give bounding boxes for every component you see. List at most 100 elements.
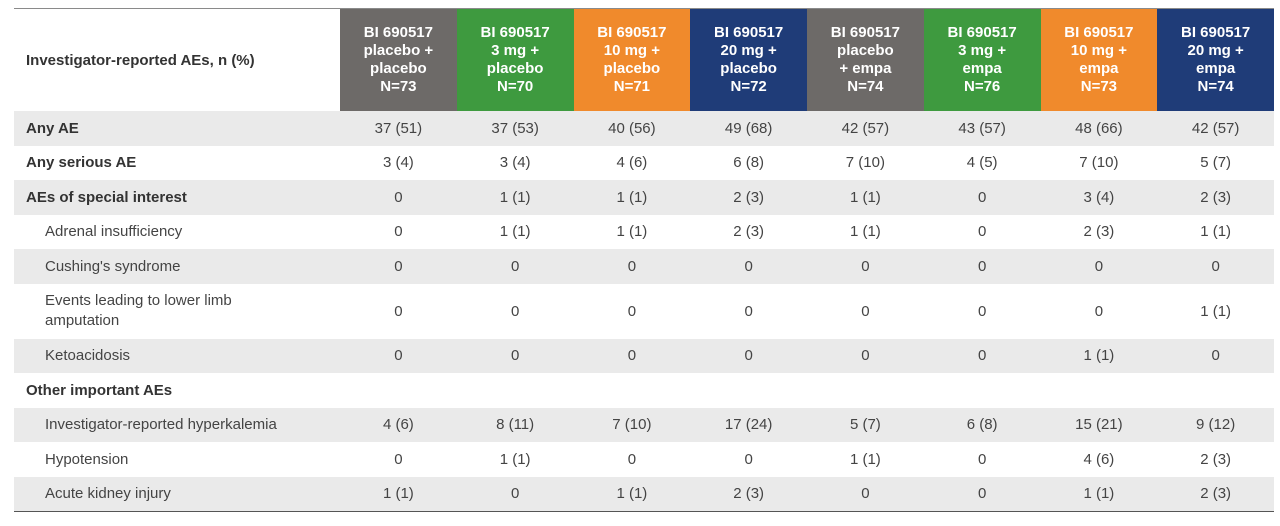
column-header-line: placebo: [837, 42, 894, 59]
table-row: Investigator-reported hyperkalemia 4 (6) 8…: [14, 407, 1274, 442]
table-cell: 8 (11): [456, 407, 574, 442]
table-cell: 1 (1): [1200, 302, 1232, 320]
column-header-line: N=74: [847, 78, 884, 95]
table-cell: 6 (8): [733, 154, 765, 172]
table-cell: 37 (53): [456, 111, 574, 146]
table-header: Investigator-reported AEs, n (%) BI 6905…: [14, 8, 1274, 111]
column-header-line: empa: [962, 60, 1002, 77]
table-cell: 1 (1): [499, 450, 531, 468]
table-row: Any serious AE 3 (4) 3 (4) 4 (6) 6 (8) 7 (10)…: [14, 146, 1274, 181]
row-label: Cushing's syndrome: [14, 249, 340, 284]
column-header-line: BI 690517: [363, 24, 433, 41]
adverse-events-table-container: Investigator-reported AEs, n (%) BI 6905…: [14, 8, 1274, 512]
table-cell: 0: [977, 302, 987, 320]
table-cell: 0: [977, 223, 987, 241]
column-header-line: 3 mg +: [491, 42, 540, 59]
table-row: Cushing's syndrome 0 0 0 0 0 0 0 0: [14, 249, 1274, 284]
table-cell: 17 (24): [690, 407, 807, 442]
table-cell: 1 (1): [616, 223, 648, 241]
table-cell: 2 (3): [733, 223, 765, 241]
table-cell: 0: [807, 249, 924, 284]
table-cell: 1 (1): [573, 180, 691, 215]
table-cell: 0: [977, 450, 987, 468]
table-cell: 0: [394, 450, 403, 468]
table-cell: 7 (10): [1079, 154, 1119, 172]
row-label: Other important AEs: [26, 381, 173, 399]
row-label: Adrenal insufficiency: [45, 223, 183, 241]
table-cell: [924, 373, 1041, 408]
table-cell: 2 (3): [690, 180, 807, 215]
column-header-line: BI 690517: [830, 24, 900, 41]
table-cell: 1 (1): [807, 180, 924, 215]
table-cell: [807, 373, 924, 408]
column-header-line: placebo: [486, 60, 544, 77]
row-label: AEs of special interest: [14, 180, 340, 215]
table-cell: 4 (6): [616, 154, 648, 172]
table-cell: 1 (1): [1040, 476, 1158, 512]
column-header-line: N=71: [613, 78, 651, 95]
table-row: Any AE 37 (51) 37 (53) 40 (56) 49 (68) 42 (57…: [14, 111, 1274, 146]
table-cell: 0: [744, 450, 753, 468]
column-header-line: 3 mg +: [958, 42, 1007, 59]
column-header-line: BI 690517: [597, 24, 667, 41]
table-cell: 3 (4): [1040, 180, 1158, 215]
table-cell: 0: [510, 302, 520, 320]
table-cell: 2 (3): [1200, 450, 1232, 468]
column-header-6: BI 690517 3 mg + empa N=76: [923, 8, 1041, 111]
table-cell: 42 (57): [1157, 111, 1274, 146]
column-header-8: BI 690517 20 mg + empa N=74: [1157, 8, 1274, 111]
table-row: AEs of special interest 0 1 (1) 1 (1) 2 (3) 1…: [14, 180, 1274, 215]
table-row: Other important AEs: [14, 373, 1274, 408]
column-header-line: BI 690517: [1064, 24, 1134, 41]
table-cell: 1 (1): [340, 476, 457, 512]
column-header-7: BI 690517 10 mg + empa N=73: [1040, 8, 1158, 111]
column-header-5: BI 690517 placebo + empa N=74: [807, 8, 924, 111]
table-cell: 0: [807, 476, 924, 512]
table-cell: [1157, 373, 1274, 408]
column-header-4: BI 690517 20 mg + placebo N=72: [690, 8, 807, 111]
table-cell: [457, 373, 574, 408]
adverse-events-table: Investigator-reported AEs, n (%) BI 6905…: [14, 8, 1274, 512]
table-cell: 7 (10): [573, 407, 691, 442]
column-header-line: 20 mg +: [720, 42, 777, 59]
table-cell: 0: [923, 180, 1041, 215]
table-cell: 0: [456, 476, 574, 512]
table-row: Hypotension 0 1 (1) 0 0 1 (1) 0 4 (6) 2 (3): [14, 442, 1274, 477]
header-row: Investigator-reported AEs, n (%) BI 6905…: [14, 8, 1274, 111]
table-cell: 9 (12): [1157, 407, 1274, 442]
table-cell: 0: [690, 338, 807, 373]
table-row: Adrenal insufficiency 0 1 (1) 1 (1) 2 (3) 1 (…: [14, 215, 1274, 250]
column-header-2: BI 690517 3 mg + placebo N=70: [456, 8, 574, 111]
table-cell: 1 (1): [1040, 338, 1158, 373]
row-label: Any AE: [14, 111, 340, 146]
table-cell: 1 (1): [849, 450, 881, 468]
table-cell: [1041, 373, 1158, 408]
table-cell: 49 (68): [690, 111, 807, 146]
table-cell: 1 (1): [499, 223, 531, 241]
table-cell: 2 (3): [1157, 180, 1274, 215]
column-header-line: empa: [1196, 60, 1236, 77]
table-cell: 1 (1): [456, 180, 574, 215]
table-cell: 0: [1094, 302, 1104, 320]
table-cell: 0: [573, 249, 691, 284]
table-cell: 4 (6): [340, 407, 457, 442]
table-row: Ketoacidosis 0 0 0 0 0 0 1 (1) 0: [14, 338, 1274, 373]
table-cell: 2 (3): [690, 476, 807, 512]
table-cell: 0: [456, 338, 574, 373]
table-cell: 0: [1157, 249, 1274, 284]
table-cell: 0: [923, 338, 1041, 373]
table-cell: 3 (4): [382, 154, 414, 172]
column-header-line: placebo: [370, 60, 427, 77]
table-cell: 15 (21): [1040, 407, 1158, 442]
row-label: Ketoacidosis: [14, 338, 340, 373]
column-header-line: BI 690517: [714, 24, 784, 41]
table-cell: 1 (1): [849, 223, 881, 241]
row-label: Any serious AE: [26, 154, 137, 172]
table-cell: 0: [1040, 249, 1158, 284]
table-cell: 2 (3): [1157, 476, 1274, 512]
row-label: Hypotension: [45, 450, 129, 468]
table-cell: 48 (66): [1040, 111, 1158, 146]
table-cell: 0: [573, 338, 691, 373]
column-header-line: N=70: [496, 78, 534, 95]
table-cell: 0: [627, 450, 637, 468]
